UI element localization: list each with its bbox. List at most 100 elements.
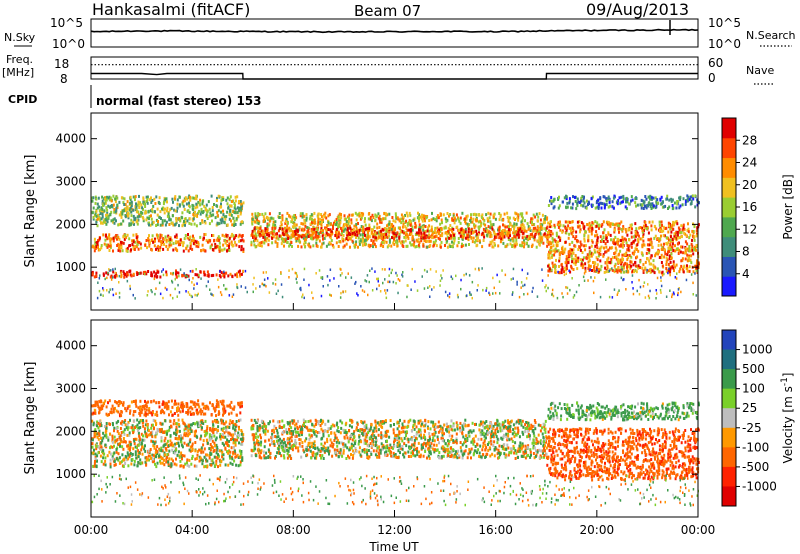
data-cell — [680, 264, 683, 268]
data-cell — [201, 459, 204, 463]
data-cell — [491, 227, 494, 231]
data-cell — [625, 230, 628, 234]
data-cell — [546, 216, 549, 220]
data-cell — [650, 195, 653, 199]
data-cell — [108, 268, 110, 271]
data-cell — [223, 247, 226, 251]
data-cell — [458, 219, 461, 223]
data-cell — [414, 280, 416, 283]
data-cell — [388, 212, 391, 216]
data-cell — [336, 233, 339, 237]
data-cell — [467, 234, 470, 237]
data-cell — [92, 196, 95, 200]
data-cell — [173, 451, 176, 455]
data-cell — [514, 230, 517, 234]
data-cell — [443, 226, 446, 230]
data-cell — [176, 249, 179, 253]
nsky-right-tick-top: 10^5 — [708, 16, 741, 30]
data-cell — [614, 255, 616, 259]
data-cell — [230, 446, 233, 450]
data-cell — [404, 214, 406, 217]
data-cell — [649, 241, 652, 245]
data-cell — [694, 245, 696, 249]
data-cell — [550, 230, 553, 234]
data-cell — [378, 214, 381, 218]
data-cell — [107, 271, 109, 275]
data-cell — [122, 235, 125, 239]
data-cell — [121, 212, 124, 216]
data-cell — [481, 267, 483, 270]
colorbar-tick-label: 20 — [742, 178, 757, 192]
data-cell — [453, 233, 455, 237]
data-cell — [258, 241, 261, 245]
data-cell — [607, 195, 610, 199]
data-cell — [410, 232, 413, 235]
data-cell — [605, 250, 608, 254]
data-cell — [636, 243, 639, 247]
data-cell — [671, 293, 674, 296]
data-cell — [208, 222, 211, 226]
data-cell — [520, 220, 523, 224]
data-cell — [106, 208, 109, 212]
data-cell — [240, 285, 242, 288]
data-cell — [112, 218, 115, 222]
data-cell — [499, 215, 502, 218]
data-cell — [665, 267, 668, 270]
data-cell — [253, 243, 256, 247]
data-cell — [536, 239, 539, 243]
data-cell — [579, 258, 582, 262]
data-cell — [669, 267, 672, 271]
data-cell — [353, 245, 356, 249]
data-cell — [138, 436, 141, 440]
data-cell — [197, 292, 199, 296]
data-cell — [268, 233, 271, 237]
data-cell — [175, 221, 178, 224]
data-cell — [635, 256, 637, 260]
data-cell — [580, 196, 583, 200]
data-cell — [426, 245, 429, 249]
colorbar-tick-label: 4 — [742, 267, 750, 281]
data-cell — [216, 238, 219, 242]
data-cell — [168, 216, 171, 220]
data-cell — [546, 236, 549, 240]
data-cell — [505, 244, 508, 248]
data-cell — [150, 196, 152, 200]
data-cell — [182, 273, 185, 277]
data-cell — [403, 231, 405, 235]
data-cell — [401, 273, 403, 277]
data-cell — [409, 231, 412, 235]
data-cell — [242, 247, 245, 251]
data-cell — [162, 208, 165, 212]
data-cell — [284, 219, 287, 223]
data-cell — [695, 269, 698, 273]
data-cell — [115, 421, 118, 425]
data-cell — [590, 254, 593, 258]
data-cell — [668, 223, 671, 227]
data-cell — [226, 440, 229, 444]
data-cell — [97, 239, 100, 242]
data-cell — [303, 278, 305, 281]
data-cell — [669, 260, 672, 264]
data-cell — [116, 237, 118, 241]
data-cell — [253, 276, 255, 280]
data-cell — [112, 239, 115, 243]
data-cell — [242, 269, 244, 273]
data-cell — [660, 276, 662, 279]
data-cell — [489, 235, 492, 239]
data-cell — [155, 448, 158, 452]
data-cell — [553, 238, 556, 242]
data-cell — [561, 292, 563, 295]
data-cell — [224, 241, 227, 245]
data-cell — [196, 273, 199, 277]
data-cell — [665, 295, 668, 298]
data-cell — [134, 198, 136, 202]
data-cell — [232, 216, 235, 220]
data-cell — [550, 196, 553, 199]
data-cell — [379, 290, 382, 293]
data-cell — [120, 210, 123, 214]
data-cell — [362, 212, 365, 216]
data-cell — [681, 245, 684, 249]
data-cell — [202, 210, 205, 213]
data-cell — [221, 441, 224, 445]
data-cell — [558, 265, 560, 268]
